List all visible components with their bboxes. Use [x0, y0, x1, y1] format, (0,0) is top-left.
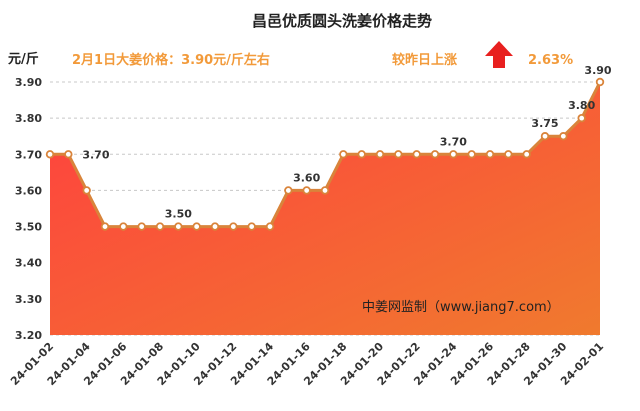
data-label: 3.90: [584, 64, 611, 77]
data-point: [375, 150, 385, 159]
data-point: [559, 132, 568, 141]
data-point: [174, 222, 183, 231]
data-point: [412, 150, 421, 159]
data-point: [357, 150, 366, 159]
data-label: 3.50: [165, 208, 192, 221]
data-point: [210, 222, 220, 231]
y-tick-label: 3.50: [15, 221, 42, 234]
price-area: [50, 82, 600, 335]
data-point: [155, 222, 165, 231]
data-point: [247, 222, 256, 231]
data-point: [485, 150, 495, 159]
chart-title: 昌邑优质圆头洗姜价格走势: [252, 12, 432, 30]
y-tick-label: 3.60: [15, 184, 42, 197]
data-labels: 3.70 3.50 3.60 3.70 3.75 3.80 3.90: [82, 64, 612, 221]
data-points: [45, 77, 605, 231]
data-point: [577, 113, 586, 123]
data-point: [467, 150, 476, 159]
watermark: 中姜网监制（www.jiang7.com）: [362, 300, 560, 315]
price-note: 2月1日大姜价格：3.90元/斤左右: [72, 52, 270, 68]
data-point: [265, 222, 275, 231]
data-point: [137, 222, 146, 231]
data-point: [339, 150, 348, 159]
data-point: [119, 222, 128, 231]
data-point: [504, 150, 513, 159]
data-point: [45, 150, 55, 159]
y-tick-label: 3.90: [15, 76, 42, 89]
y-axis-unit: 元/斤: [8, 51, 39, 67]
y-tick-label: 3.20: [15, 329, 42, 342]
data-point: [64, 150, 73, 159]
data-label: 3.70: [440, 135, 467, 148]
data-point: [540, 132, 550, 141]
data-point: [302, 186, 311, 195]
data-label: 3.75: [531, 117, 558, 130]
data-point: [430, 150, 440, 159]
x-axis-ticks: 24-01-0224-01-0424-01-0624-01-0824-01-10…: [8, 340, 606, 388]
y-tick-label: 3.40: [15, 257, 42, 270]
data-label: 3.70: [82, 148, 109, 161]
data-point: [82, 186, 91, 195]
y-tick-label: 3.30: [15, 293, 42, 306]
data-point: [522, 150, 531, 159]
y-tick-label: 3.80: [15, 112, 42, 125]
data-label: 3.60: [293, 171, 320, 184]
data-point: [100, 222, 110, 231]
y-axis-ticks: 3.20 3.30 3.40 3.50 3.60 3.70 3.80 3.90: [15, 76, 42, 342]
change-label: 较昨日上涨: [392, 52, 457, 68]
change-percent: 2.63%: [528, 53, 573, 68]
data-point: [284, 186, 293, 195]
data-point: [394, 150, 403, 159]
data-point: [595, 77, 605, 87]
data-point: [449, 150, 458, 159]
data-point: [192, 222, 201, 231]
data-point: [229, 222, 238, 231]
up-arrow-icon: [485, 41, 513, 68]
data-point: [320, 186, 330, 195]
data-label: 3.80: [568, 99, 595, 112]
y-tick-label: 3.70: [15, 148, 42, 161]
